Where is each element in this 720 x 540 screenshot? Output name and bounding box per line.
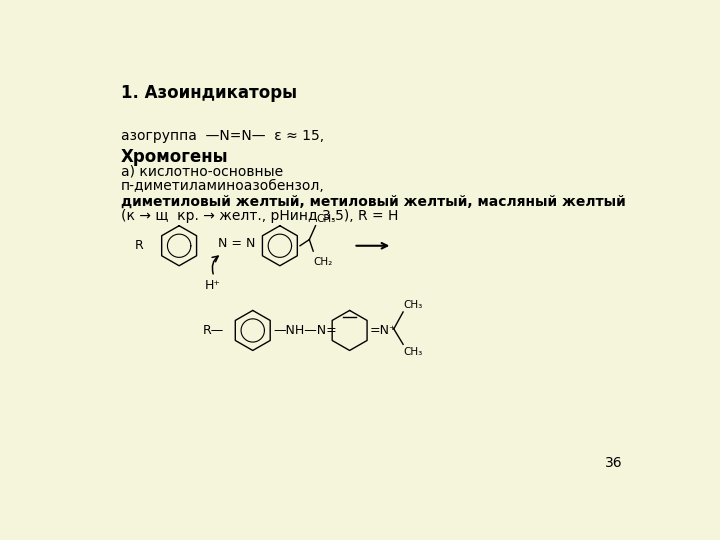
- Text: H⁺: H⁺: [204, 279, 221, 292]
- Text: =N⁺: =N⁺: [370, 324, 397, 337]
- Text: диметиловый желтый, метиловый желтый, масляный желтый: диметиловый желтый, метиловый желтый, ма…: [121, 194, 626, 208]
- Text: 36: 36: [606, 456, 623, 470]
- Text: —NH—N=: —NH—N=: [274, 324, 338, 337]
- Text: азогруппа  —N=N—  ε ≈ 15,: азогруппа —N=N— ε ≈ 15,: [121, 129, 324, 143]
- Text: 1. Азоиндикаторы: 1. Азоиндикаторы: [121, 84, 297, 102]
- Text: R—: R—: [202, 324, 224, 337]
- Text: CH₂: CH₂: [313, 256, 333, 267]
- Text: N = N: N = N: [218, 237, 256, 250]
- Text: Хромогены: Хромогены: [121, 148, 228, 166]
- Text: CH₃: CH₃: [404, 300, 423, 310]
- Text: п-диметиламиноазобензол,: п-диметиламиноазобензол,: [121, 179, 325, 193]
- Text: CH₃: CH₃: [316, 214, 336, 224]
- Text: R: R: [135, 239, 144, 252]
- Text: а) кислотно-основные: а) кислотно-основные: [121, 165, 283, 179]
- Text: (к → щ  кр. → желт., pHинд 3.5), R = H: (к → щ кр. → желт., pHинд 3.5), R = H: [121, 210, 398, 224]
- Text: CH₃: CH₃: [404, 347, 423, 357]
